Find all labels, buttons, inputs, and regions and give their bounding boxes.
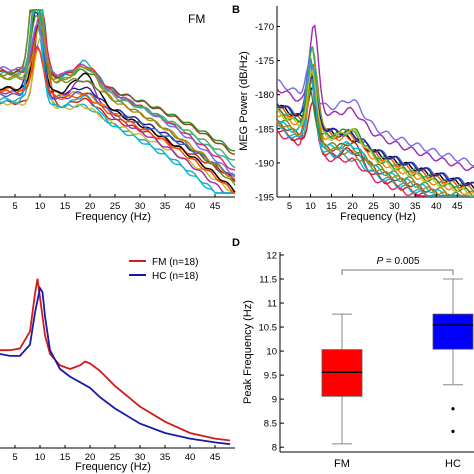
- y-tick-label: 8.5: [264, 419, 277, 430]
- fm-average-line: [0, 278, 231, 442]
- panel-d-y-label: Peak Frequency (Hz): [242, 300, 254, 404]
- y-tick-label: -170: [255, 22, 274, 33]
- y-tick-label: -195: [255, 193, 274, 204]
- outlier-point: [451, 407, 455, 411]
- panel-a-x-ticks: 5 10 15 20 25 30 35 40 45: [12, 194, 220, 212]
- x-tick-label: 45: [452, 201, 463, 212]
- significance-bracket-line: [341, 269, 454, 275]
- x-tick-label: 5: [12, 201, 17, 212]
- y-tick-label: -190: [255, 158, 274, 169]
- x-tick-label: 30: [135, 201, 146, 212]
- category-label: HC: [445, 458, 461, 470]
- legend-hc-label: HC (n=18): [152, 271, 198, 282]
- fm-spectrum-line: [0, 21, 235, 194]
- panel-b-y-label: MEG Power (dB/Hz): [238, 51, 250, 151]
- panel-c-x-ticks: 5 10 15 20 25 30 35 40 45: [12, 445, 220, 463]
- x-tick-label: 20: [85, 452, 96, 463]
- y-tick-label: 11: [267, 299, 277, 310]
- y-tick-label: 11.5: [259, 275, 277, 286]
- hc-spectrum-line: [276, 61, 474, 197]
- outlier-point: [451, 429, 455, 433]
- y-tick-label: 10: [266, 347, 277, 358]
- legend-fm-label: FM (n=18): [152, 257, 198, 268]
- x-tick-label: 25: [110, 452, 121, 463]
- panel-c-legend: FM (n=18) HC (n=18): [129, 257, 198, 282]
- panel-a: FM 5 10 15 20 25 30 35 40 45 Frequency (Hz): [0, 9, 236, 223]
- panel-b-x-ticks: 5 10 15 20 25 30 35 40 45: [287, 194, 463, 212]
- hc-spectrum-line: [276, 69, 474, 197]
- y-tick-label: -185: [255, 124, 274, 135]
- x-tick-label: 20: [85, 201, 96, 212]
- panel-a-series: [0, 9, 236, 194]
- panel-b-y-ticks: -170 -175 -180 -185 -190 -195: [255, 22, 280, 204]
- x-tick-label: 40: [185, 452, 196, 463]
- fm-spectrum-line: [0, 9, 236, 161]
- x-tick-label: 10: [35, 452, 46, 463]
- x-tick-label: 5: [287, 201, 292, 212]
- x-tick-label: 30: [389, 201, 400, 212]
- x-tick-label: 35: [160, 452, 171, 463]
- hc-spectrum-line: [276, 86, 474, 197]
- p-value-text: = 0.005: [383, 256, 420, 267]
- hc-average-line: [0, 285, 231, 446]
- y-tick-label: 9: [272, 395, 277, 406]
- panel-d-y-ticks: 12 11.5 11 10.5 10 9.5 9 8.5 8: [259, 251, 284, 454]
- y-tick-label: 8: [272, 443, 277, 454]
- panel-d-categories: FM HC: [334, 458, 461, 470]
- category-label: FM: [334, 458, 350, 470]
- panel-a-x-label: Frequency (Hz): [75, 211, 151, 223]
- x-tick-label: 40: [185, 201, 196, 212]
- x-tick-label: 10: [305, 201, 316, 212]
- panel-d-letter: D: [232, 237, 240, 249]
- panel-c: FM (n=18) HC (n=18) 5 10 15 20 25 30 35 40 45 Fr…: [0, 257, 235, 473]
- y-tick-label: -175: [255, 56, 274, 67]
- x-tick-label: 45: [210, 452, 221, 463]
- p-value-symbol: P: [376, 256, 383, 267]
- panel-c-x-label: Frequency (Hz): [75, 461, 151, 473]
- x-tick-label: 35: [160, 201, 171, 212]
- panel-b: B -170 -175 -180 -185 -190 -195 5 10 15 20 25 30 35…: [232, 4, 474, 223]
- panel-c-series: [0, 278, 231, 446]
- panel-d-boxes: [321, 278, 474, 445]
- y-tick-label: 10.5: [259, 323, 278, 334]
- y-tick-label: 12: [266, 251, 277, 262]
- hc-box: [432, 313, 474, 350]
- x-tick-label: 30: [135, 452, 146, 463]
- fm-spectrum-line: [0, 44, 235, 194]
- panel-d: D 12 11.5 11 10.5 10 9.5 9 8.5 8 Peak Frequency …: [232, 237, 474, 470]
- x-tick-label: 25: [368, 201, 379, 212]
- panel-b-series: [276, 24, 474, 197]
- x-tick-label: 15: [326, 201, 337, 212]
- x-tick-label: 15: [60, 201, 71, 212]
- x-tick-label: 45: [210, 201, 221, 212]
- p-value-annotation: P = 0.005: [376, 256, 420, 267]
- panel-b-letter: B: [232, 4, 240, 16]
- fm-spectrum-line: [0, 22, 236, 180]
- x-tick-label: 15: [60, 452, 71, 463]
- y-tick-label: -180: [255, 90, 274, 101]
- x-tick-label: 5: [12, 452, 17, 463]
- fm-spectrum-line: [0, 9, 235, 194]
- x-tick-label: 35: [410, 201, 421, 212]
- panel-a-group-label: FM: [188, 12, 205, 26]
- x-tick-label: 25: [110, 201, 121, 212]
- y-tick-label: 9.5: [264, 371, 277, 382]
- significance-bracket: P = 0.005: [341, 256, 454, 275]
- panel-b-x-label: Frequency (Hz): [340, 211, 416, 223]
- x-tick-label: 20: [347, 201, 358, 212]
- fm-spectrum-line: [0, 46, 236, 194]
- x-tick-label: 40: [431, 201, 442, 212]
- x-tick-label: 10: [35, 201, 46, 212]
